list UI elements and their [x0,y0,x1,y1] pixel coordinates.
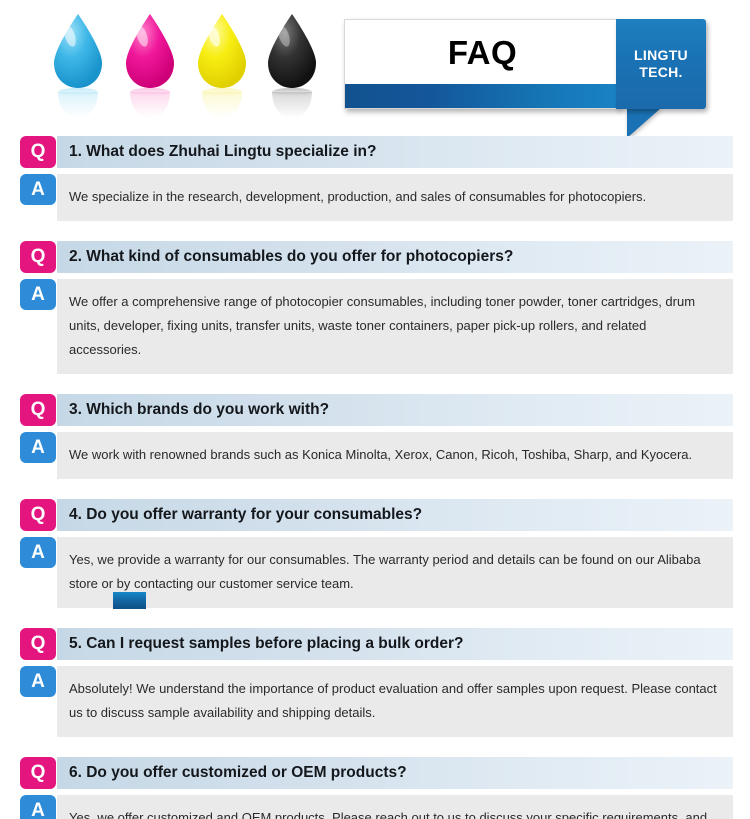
question-badge: Q [20,628,56,660]
answer-panel: Yes, we offer customized and OEM product… [57,795,733,819]
question-bar: 3. Which brands do you work with? [57,394,733,426]
answer-panel: Absolutely! We understand the importance… [57,666,733,737]
question-row[interactable]: Q 3. Which brands do you work with? [20,394,733,426]
faq-block: Q 1. What does Zhuhai Lingtu specialize … [0,136,750,221]
question-text: 2. What kind of consumables do you offer… [69,248,514,265]
question-row[interactable]: Q 2. What kind of consumables do you off… [20,241,733,273]
logo-line-2: TECH. [639,64,683,80]
question-badge: Q [20,241,56,273]
faq-list: Q 1. What does Zhuhai Lingtu specialize … [0,136,750,819]
lingtu-tech-logo: LINGTU TECH. [616,19,706,109]
question-bar: 4. Do you offer warranty for your consum… [57,499,733,531]
answer-row: A We offer a comprehensive range of phot… [20,279,733,374]
answer-panel: We offer a comprehensive range of photoc… [57,279,733,374]
cmyk-ink-drops-graphic [38,8,323,130]
answer-row: A Yes, we offer customized and OEM produ… [20,795,733,819]
answer-row: A We work with renowned brands such as K… [20,432,733,479]
faq-block: Q 4. Do you offer warranty for your cons… [0,499,750,608]
answer-text: Yes, we provide a warranty for our consu… [69,552,701,591]
faq-block: Q 3. Which brands do you work with? A We… [0,394,750,479]
answer-panel: We specialize in the research, developme… [57,174,733,221]
question-text: 4. Do you offer warranty for your consum… [69,506,423,523]
question-badge: Q [20,757,56,789]
faq-block: Q 6. Do you offer customized or OEM prod… [0,757,750,819]
answer-badge: A [20,432,56,463]
banner-title: FAQ [447,34,518,71]
banner-body: FAQ [344,19,620,109]
answer-text: We offer a comprehensive range of photoc… [69,294,696,357]
stray-blue-rectangle [113,592,146,609]
question-row[interactable]: Q 1. What does Zhuhai Lingtu specialize … [20,136,733,168]
question-bar: 6. Do you offer customized or OEM produc… [57,757,733,789]
answer-badge: A [20,279,56,310]
question-badge: Q [20,136,56,168]
black-ink-drop [268,14,316,118]
faq-block: Q 2. What kind of consumables do you off… [0,241,750,374]
page-header: FAQ LINGTU TECH. [0,0,750,138]
answer-text: Yes, we offer customized and OEM product… [69,810,708,819]
faq-banner: FAQ LINGTU TECH. [344,19,706,138]
answer-text: Absolutely! We understand the importance… [69,681,717,720]
answer-row: A Absolutely! We understand the importan… [20,666,733,737]
answer-row: A Yes, we provide a warranty for our con… [20,537,733,608]
answer-row: A We specialize in the research, develop… [20,174,733,221]
magenta-ink-drop [126,14,174,118]
question-row[interactable]: Q 6. Do you offer customized or OEM prod… [20,757,733,789]
question-row[interactable]: Q 5. Can I request samples before placin… [20,628,733,660]
yellow-ink-drop [198,14,246,118]
answer-badge: A [20,795,56,819]
answer-text: We specialize in the research, developme… [69,189,647,204]
question-text: 5. Can I request samples before placing … [69,635,464,652]
logo-speech-tail [627,108,661,138]
question-badge: Q [20,394,56,426]
banner-accent-bar [345,84,620,108]
faq-block: Q 5. Can I request samples before placin… [0,628,750,737]
question-bar: 5. Can I request samples before placing … [57,628,733,660]
cyan-ink-drop [54,14,102,118]
answer-panel: Yes, we provide a warranty for our consu… [57,537,733,608]
question-text: 6. Do you offer customized or OEM produc… [69,764,407,781]
question-bar: 1. What does Zhuhai Lingtu specialize in… [57,136,733,168]
answer-panel: We work with renowned brands such as Kon… [57,432,733,479]
answer-badge: A [20,537,56,568]
question-badge: Q [20,499,56,531]
question-text: 3. Which brands do you work with? [69,401,330,418]
question-row[interactable]: Q 4. Do you offer warranty for your cons… [20,499,733,531]
answer-text: We work with renowned brands such as Kon… [69,447,693,462]
answer-badge: A [20,174,56,205]
question-bar: 2. What kind of consumables do you offer… [57,241,733,273]
logo-line-1: LINGTU [634,47,688,63]
answer-badge: A [20,666,56,697]
question-text: 1. What does Zhuhai Lingtu specialize in… [69,143,377,160]
